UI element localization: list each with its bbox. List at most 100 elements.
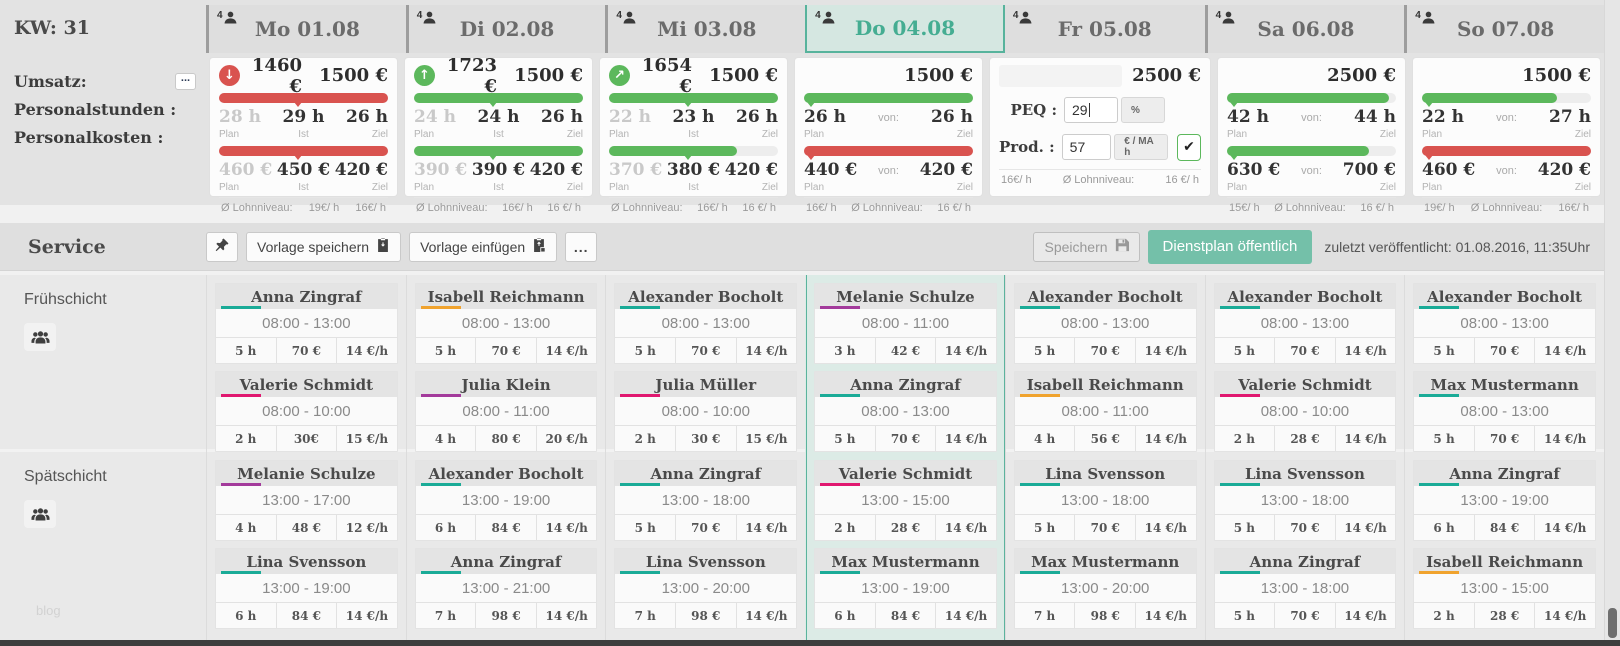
shift-cell-day-5[interactable]: Lina Svensson 13:00 - 18:00 5 h 70 €14 €/h A… [1204,452,1405,640]
person-icon [224,10,237,29]
peq-input[interactable]: 29 [1064,97,1118,123]
scrollbar-thumb[interactable] [1608,608,1617,638]
shift-hours: 6 h [235,608,257,623]
day-header-6[interactable]: 4 So 07.08 [1404,5,1604,53]
shift-card[interactable]: Valerie Schmidt 08:00 - 10:00 2 h 28 €14 €/… [1213,371,1397,452]
umsatz-more-button[interactable]: ... [175,72,196,90]
lohnniveau-right: 16€/ h [1558,202,1589,214]
day-header-5[interactable]: 4 Sa 06.08 [1204,5,1405,53]
shift-card[interactable]: Valerie Schmidt 13:00 - 15:00 2 h 28 €14 €/… [814,460,997,541]
shift-card-header: Anna Zingraf [1214,549,1396,574]
shift-card[interactable]: Anna Zingraf 08:00 - 13:00 5 h 70 €14 €/h [814,371,997,452]
day-header-1[interactable]: 4 Di 02.08 [405,5,606,53]
shift-card[interactable]: Anna Zingraf 13:00 - 18:00 5 h 70 €14 €/h [1213,548,1397,629]
shift-card[interactable]: Anna Zingraf 08:00 - 13:00 5 h 70 €14 €/h [215,283,398,364]
shift-hours: 5 h [434,343,457,358]
shift-card[interactable]: Max Mustermann 13:00 - 20:00 7 h 98 €14 €/h [1013,548,1197,629]
prod-input[interactable]: 57 [1061,134,1112,160]
shift-card[interactable]: Isabell Reichmann 13:00 - 15:00 2 h 28 €14 … [1413,548,1596,629]
people-icon[interactable] [24,323,56,351]
shift-stats: 6 h 84 €14 €/h [415,514,597,540]
shift-cell-day-5[interactable]: Alexander Bocholt 08:00 - 13:00 5 h 70 €14 … [1204,275,1405,460]
shift-cell-day-1[interactable]: Isabell Reichmann 08:00 - 13:00 5 h 70 €14 … [405,275,606,460]
insert-template-button[interactable]: Vorlage einfügen [409,231,558,262]
shift-card[interactable]: Max Mustermann 08:00 - 13:00 5 h 70 €14 €/h [1413,371,1596,452]
publish-button[interactable]: Dienstplan öffentlich [1147,229,1313,264]
shift-stats: 2 h 30€ 15 €/h [216,425,397,451]
shift-card[interactable]: Alexander Bocholt 08:00 - 13:00 5 h 70 €14 … [1413,283,1596,364]
shift-card-header: Isabell Reichmann [415,284,597,309]
costs-ziel: 420 € [724,160,778,180]
day-header-4[interactable]: 4 Fr 05.08 [1004,5,1205,53]
vertical-scrollbar[interactable] [1604,0,1620,646]
employee-name: Alexander Bocholt [428,464,584,483]
shift-hours: 5 h [1233,608,1255,623]
shift-card[interactable]: Max Mustermann 13:00 - 19:00 6 h 84 €14 €/h [814,548,997,629]
shift-rate: 20 €/h [535,426,597,451]
shift-card[interactable]: Alexander Bocholt 08:00 - 13:00 5 h 70 €14 … [614,283,798,364]
shift-card[interactable]: Alexander Bocholt 08:00 - 13:00 5 h 70 €14 … [1013,283,1197,364]
shift-card[interactable]: Melanie Schulze 08:00 - 11:00 3 h 42 €14 €/… [814,283,997,364]
shift-cell-day-1[interactable]: Alexander Bocholt 13:00 - 19:00 6 h 84 €14 … [405,452,606,640]
von-label: von: [878,112,899,124]
shift-card[interactable]: Valerie Schmidt 08:00 - 10:00 2 h 30€ 15 €/h [215,371,398,452]
shift-time: 13:00 - 15:00 [1414,574,1595,602]
shift-card[interactable]: Isabell Reichmann 08:00 - 11:00 4 h 56 €14 … [1013,371,1197,452]
toolbar-more-button[interactable]: ... [565,231,598,262]
shift-card[interactable]: Anna Zingraf 13:00 - 21:00 7 h 98 €14 €/h [414,548,598,629]
shift-card-header: Lina Svensson [615,549,797,574]
shift-cell-day-0[interactable]: Melanie Schulze 13:00 - 17:00 4 h 48 €12 €/… [206,452,406,640]
people-icon[interactable] [24,500,56,528]
shift-card-header: Lina Svensson [1014,461,1196,486]
shift-hours: 2 h [634,431,656,446]
employee-color-dash [1419,306,1460,309]
shift-hours: 2 h [1433,608,1455,623]
employee-name: Valerie Schmidt [239,375,374,394]
hours-bar [609,93,778,107]
shift-cell-day-2[interactable]: Anna Zingraf 13:00 - 18:00 5 h 70 €14 €/h Li… [605,452,805,640]
shift-card[interactable]: Alexander Bocholt 13:00 - 19:00 6 h 84 €14 … [414,460,598,541]
shift-stats: 3 h 42 €14 €/h [815,337,996,363]
shift-hours: 3 h [834,343,856,358]
pin-button[interactable] [206,231,238,262]
shift-time: 08:00 - 13:00 [1014,309,1196,337]
save-button[interactable]: Speichern [1033,231,1140,262]
shift-card[interactable]: Alexander Bocholt 08:00 - 13:00 5 h 70 €14 … [1213,283,1397,364]
shift-cell-day-0[interactable]: Anna Zingraf 08:00 - 13:00 5 h 70 €14 €/h Va… [206,275,406,460]
shift-card[interactable]: Julia Klein 08:00 - 11:00 4 h 80 €20 €/h [414,371,598,452]
day-header-3[interactable]: 4 Do 04.08 [805,5,1005,53]
shift-card[interactable]: Julia Müller 08:00 - 10:00 2 h 30 €15 €/h [614,371,798,452]
shift-card-header: Valerie Schmidt [1214,372,1396,397]
shift-card[interactable]: Lina Svensson 13:00 - 19:00 6 h 84 €14 €/h [215,548,398,629]
employee-color-dash [420,394,461,397]
shift-cell-day-2[interactable]: Alexander Bocholt 08:00 - 13:00 5 h 70 €14 … [605,275,805,460]
shift-cell-day-4[interactable]: Lina Svensson 13:00 - 18:00 5 h 70 €14 €/h M… [1004,452,1205,640]
shift-stats: 2 h 28 €14 €/h [815,514,996,540]
lohnniveau-right: 16 €/ h [1165,174,1199,186]
save-template-button[interactable]: Vorlage speichern [246,231,402,262]
shift-cost: 84 € [1473,515,1535,540]
shift-card[interactable]: Lina Svensson 13:00 - 18:00 5 h 70 €14 €/h [1013,460,1197,541]
revenue-input[interactable] [999,64,1123,87]
shift-cost: 84 € [475,515,536,540]
shift-cell-day-3[interactable]: Valerie Schmidt 13:00 - 15:00 2 h 28 €14 €/… [805,452,1005,640]
lohnniveau-mid: Ø Lohnniveau: [1062,174,1135,186]
confirm-button[interactable]: ✔ [1176,133,1202,161]
day-header-0[interactable]: 4 Mo 01.08 [206,5,406,53]
costs-values: 440 € Plan von: 420 € Ziel [804,160,973,193]
shift-hours: 5 h [1433,343,1455,358]
shift-card[interactable]: Melanie Schulze 13:00 - 17:00 4 h 48 €12 €/… [215,460,398,541]
shift-card[interactable]: Anna Zingraf 13:00 - 19:00 6 h 84 €14 €/h [1413,460,1596,541]
day-header-2[interactable]: 4 Mi 03.08 [605,5,806,53]
shift-card[interactable]: Lina Svensson 13:00 - 20:00 7 h 98 €14 €/h [614,548,798,629]
peq-unit: % [1121,97,1165,123]
shift-card-header: Max Mustermann [815,549,996,574]
shift-card[interactable]: Lina Svensson 13:00 - 18:00 5 h 70 €14 €/h [1213,460,1397,541]
shift-cell-day-3[interactable]: Melanie Schulze 08:00 - 11:00 3 h 42 €14 €/… [805,275,1005,460]
shift-card[interactable]: Isabell Reichmann 08:00 - 13:00 5 h 70 €14 … [414,283,598,364]
shift-cell-day-6[interactable]: Anna Zingraf 13:00 - 19:00 6 h 84 €14 €/h Is… [1404,452,1604,640]
shift-cell-day-4[interactable]: Alexander Bocholt 08:00 - 13:00 5 h 70 €14 … [1004,275,1205,460]
shift-card[interactable]: Anna Zingraf 13:00 - 18:00 5 h 70 €14 €/h [614,460,798,541]
employee-color-dash [221,306,261,309]
shift-cell-day-6[interactable]: Alexander Bocholt 08:00 - 13:00 5 h 70 €14 … [1404,275,1604,460]
